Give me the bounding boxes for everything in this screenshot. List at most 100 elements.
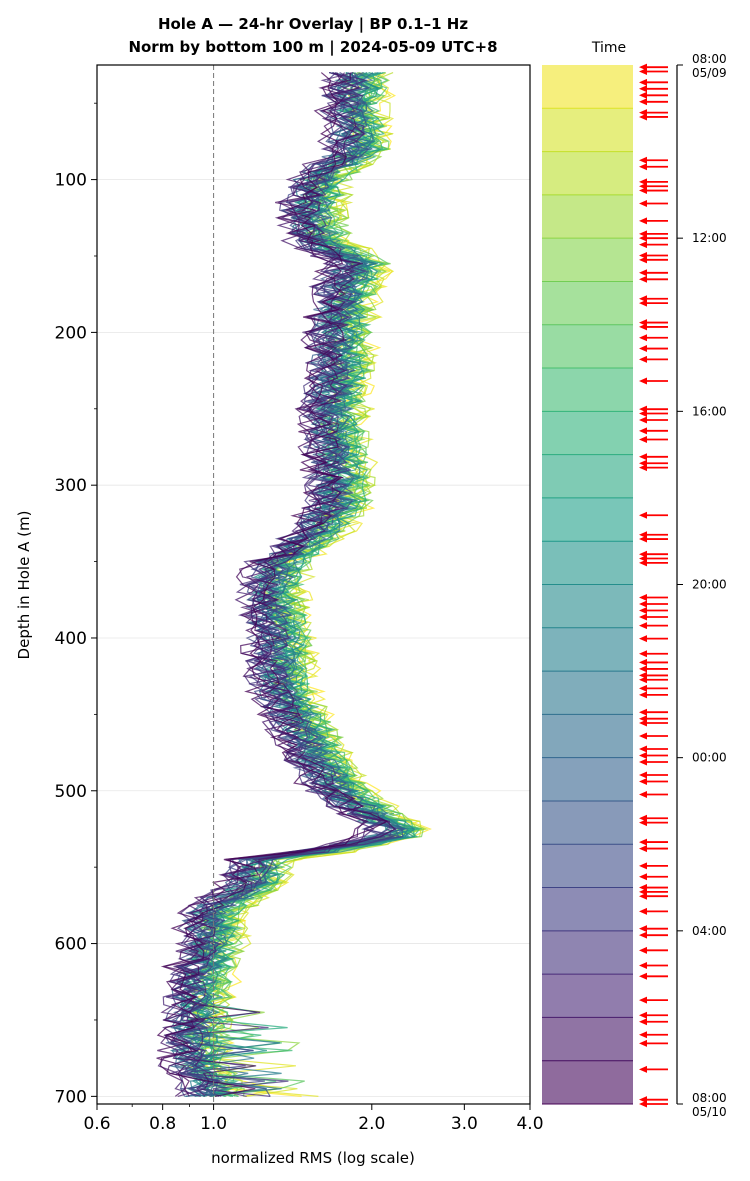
y-tick-label: 600 bbox=[55, 935, 87, 955]
time-arrow-head bbox=[639, 996, 647, 1004]
plot-area: 0.6 0.8 1.0 2.0 3.0 4.0 100 200 300 400 500 600 700 bbox=[55, 64, 544, 1134]
time-arrow-head bbox=[639, 845, 647, 853]
time-arrow-head bbox=[639, 676, 647, 684]
y-tick-label: 100 bbox=[55, 171, 87, 191]
y-tick-label: 300 bbox=[55, 476, 87, 496]
time-arrow-head bbox=[639, 156, 647, 164]
series-lines bbox=[156, 72, 432, 1097]
time-band bbox=[542, 671, 633, 715]
time-arrow-head bbox=[639, 613, 647, 621]
time-arrow-head bbox=[639, 409, 647, 417]
time-arrow-head bbox=[639, 777, 647, 785]
time-band bbox=[542, 757, 633, 801]
series-line bbox=[163, 72, 398, 1097]
plot-frame bbox=[96, 64, 531, 1105]
time-arrow-head bbox=[639, 907, 647, 915]
time-arrow-head bbox=[639, 200, 647, 208]
time-arrow-head bbox=[639, 163, 647, 171]
x-axis: 0.6 0.8 1.0 2.0 3.0 4.0 bbox=[83, 1104, 544, 1134]
time-tick-label: 20:00 bbox=[692, 578, 727, 592]
time-arrow-head bbox=[639, 819, 647, 827]
time-bands bbox=[542, 65, 633, 1105]
time-arrow-head bbox=[639, 98, 647, 106]
time-tick-label: 04:00 bbox=[692, 924, 727, 938]
time-arrow-head bbox=[639, 752, 647, 760]
series-line bbox=[165, 72, 396, 1097]
time-band bbox=[542, 714, 633, 758]
time-band bbox=[542, 238, 633, 282]
x-tick-label: 0.8 bbox=[149, 1114, 176, 1134]
time-arrow-head bbox=[639, 299, 647, 307]
time-arrow-head bbox=[639, 946, 647, 954]
time-arrow-head bbox=[639, 658, 647, 666]
time-tick-label: 08:00 bbox=[692, 52, 727, 66]
series-line bbox=[156, 72, 389, 1097]
series-line bbox=[156, 72, 369, 1097]
time-axis: 08:0005/0912:0016:0020:0000:0004:0008:00… bbox=[677, 52, 727, 1119]
time-band bbox=[542, 887, 633, 931]
time-arrow-head bbox=[639, 416, 647, 424]
time-arrow-head bbox=[639, 535, 647, 543]
time-arrow-head bbox=[639, 78, 647, 86]
time-band bbox=[542, 627, 633, 672]
time-arrow-head bbox=[639, 1039, 647, 1047]
time-arrow-head bbox=[639, 67, 647, 75]
series-line bbox=[157, 72, 396, 1097]
x-axis-label: normalized RMS (log scale) bbox=[211, 1149, 415, 1167]
y-tick-label: 400 bbox=[55, 629, 87, 649]
time-arrow-head bbox=[639, 622, 647, 630]
time-arrow-head bbox=[639, 684, 647, 692]
time-arrow-head bbox=[639, 665, 647, 673]
x-tick-label: 4.0 bbox=[516, 1114, 543, 1134]
time-tick-label: 00:00 bbox=[692, 751, 727, 765]
time-arrow-head bbox=[639, 355, 647, 363]
time-panel: 08:0005/0912:0016:0020:0000:0004:0008:00… bbox=[542, 40, 727, 1119]
time-arrow-head bbox=[639, 862, 647, 870]
y-tick-label: 700 bbox=[55, 1087, 87, 1107]
time-arrow-head bbox=[639, 91, 647, 99]
time-arrow-head bbox=[639, 931, 647, 939]
time-arrow-head bbox=[639, 1100, 647, 1108]
time-arrow-head bbox=[639, 323, 647, 331]
chart-title-line2: Norm by bottom 100 m | 2024-05-09 UTC+8 bbox=[128, 38, 497, 57]
time-arrow-head bbox=[639, 187, 647, 195]
time-arrow-head bbox=[639, 838, 647, 846]
time-arrow-head bbox=[639, 650, 647, 658]
series-line bbox=[171, 72, 398, 1097]
time-arrow-head bbox=[639, 771, 647, 779]
time-arrow-head bbox=[639, 256, 647, 264]
time-band bbox=[542, 930, 633, 975]
time-arrow-head bbox=[639, 217, 647, 225]
time-arrow-head bbox=[639, 961, 647, 969]
time-arrow-head bbox=[639, 427, 647, 435]
time-band bbox=[542, 800, 633, 845]
x-tick-label: 2.0 bbox=[358, 1114, 385, 1134]
time-panel-label: Time bbox=[591, 40, 626, 56]
time-arrow-head bbox=[639, 600, 647, 608]
time-arrow-head bbox=[639, 708, 647, 716]
time-arrow-head bbox=[639, 892, 647, 900]
time-arrow-head bbox=[639, 593, 647, 601]
time-arrow-head bbox=[639, 1031, 647, 1039]
time-arrow-head bbox=[639, 925, 647, 933]
x-tick-label: 0.6 bbox=[83, 1114, 110, 1134]
y-tick-label: 200 bbox=[55, 323, 87, 343]
time-arrows bbox=[639, 63, 668, 1108]
time-arrow-head bbox=[639, 511, 647, 519]
time-arrow-head bbox=[639, 732, 647, 740]
time-tick-label: 16:00 bbox=[692, 404, 727, 418]
time-arrow-head bbox=[639, 377, 647, 385]
time-arrow-head bbox=[639, 790, 647, 798]
time-arrow-head bbox=[639, 559, 647, 567]
time-band bbox=[542, 974, 633, 1018]
x-tick-label: 3.0 bbox=[451, 1114, 478, 1134]
time-arrow-head bbox=[639, 453, 647, 461]
x-tick-label: 1.0 bbox=[200, 1114, 227, 1134]
time-arrow-head bbox=[639, 635, 647, 643]
time-tick-label: 05/10 bbox=[692, 1105, 727, 1119]
time-arrow-head bbox=[639, 1011, 647, 1019]
time-band bbox=[542, 324, 633, 369]
time-arrow-head bbox=[639, 606, 647, 614]
time-arrow-head bbox=[639, 873, 647, 881]
